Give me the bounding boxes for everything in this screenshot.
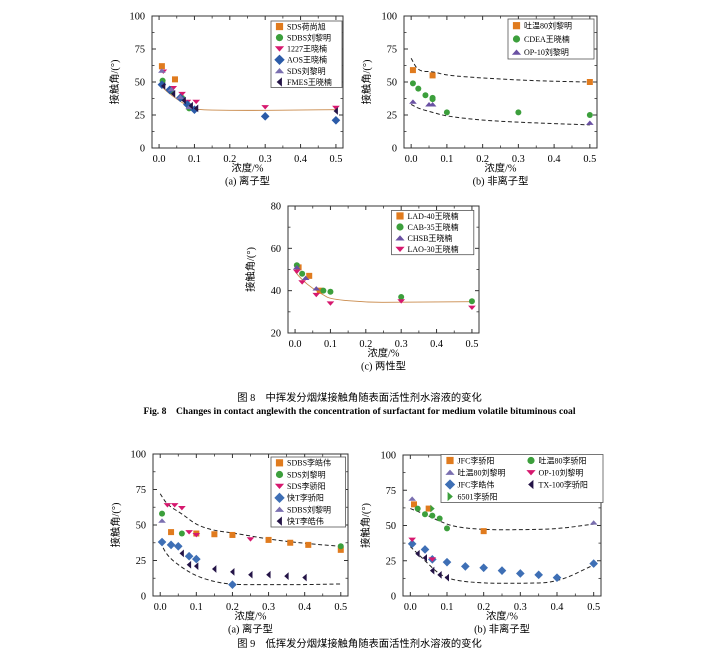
svg-text:25: 25	[387, 111, 397, 122]
svg-text:0.0: 0.0	[154, 602, 167, 613]
svg-text:0.1: 0.1	[440, 154, 453, 165]
svg-text:0.0: 0.0	[289, 339, 302, 350]
svg-text:0: 0	[392, 144, 397, 155]
svg-text:0.5: 0.5	[329, 154, 342, 165]
svg-text:快T李骄阳: 快T李骄阳	[287, 493, 324, 503]
svg-text:图 8 中挥发分烟煤接触角随表面活性剂水溶液的变化: 图 8 中挥发分烟煤接触角随表面活性剂水溶液的变化	[237, 391, 482, 404]
svg-text:25: 25	[135, 111, 145, 122]
svg-text:75: 75	[136, 485, 146, 496]
svg-text:FMES王晓楠: FMES王晓楠	[287, 77, 332, 87]
svg-text:6501李骄阳: 6501李骄阳	[458, 491, 498, 501]
svg-text:SDS荷尚旭: SDS荷尚旭	[287, 21, 326, 31]
svg-text:图 9 低挥发分烟煤接触角随表面活性剂水溶液的变化: 图 9 低挥发分烟煤接触角随表面活性剂水溶液的变化	[237, 637, 482, 650]
svg-text:SDBS李皓伟: SDBS李皓伟	[287, 458, 331, 468]
svg-text:JFC李皓伟: JFC李皓伟	[458, 479, 495, 489]
svg-text:50: 50	[136, 521, 146, 532]
svg-text:LAD-40王晓楠: LAD-40王晓楠	[408, 211, 459, 221]
svg-text:接触角/(°): 接触角/(°)	[359, 503, 372, 548]
svg-text:1227王晓楠: 1227王晓楠	[287, 44, 327, 54]
svg-text:CAB-35王晓楠: CAB-35王晓楠	[408, 222, 459, 232]
svg-text:0.5: 0.5	[587, 602, 600, 613]
svg-text:0.4: 0.4	[551, 602, 564, 613]
svg-text:TX-100李骄阳: TX-100李骄阳	[539, 479, 588, 489]
svg-text:100: 100	[382, 12, 397, 23]
svg-text:0.5: 0.5	[465, 339, 478, 350]
svg-text:0.0: 0.0	[153, 154, 166, 165]
svg-text:0.1: 0.1	[190, 602, 203, 613]
svg-text:75: 75	[135, 45, 145, 56]
svg-text:60: 60	[271, 244, 281, 255]
svg-text:20: 20	[271, 329, 281, 340]
svg-text:0: 0	[391, 592, 396, 603]
svg-text:0.1: 0.1	[324, 339, 337, 350]
svg-text:接触角/(°): 接触角/(°)	[108, 60, 121, 105]
svg-text:0.4: 0.4	[294, 154, 307, 165]
svg-text:0: 0	[140, 144, 145, 155]
svg-text:0.5: 0.5	[583, 154, 596, 165]
svg-text:AOS王晓楠: AOS王晓楠	[287, 55, 327, 65]
svg-text:SDS刘黎明: SDS刘黎明	[287, 66, 326, 76]
svg-text:浓度/%: 浓度/%	[231, 162, 263, 175]
svg-text:吐温80刘黎明: 吐温80刘黎明	[524, 21, 572, 31]
svg-text:接触角/(°): 接触角/(°)	[244, 247, 257, 292]
svg-text:OP-10刘黎明: OP-10刘黎明	[539, 467, 584, 477]
svg-text:0.4: 0.4	[430, 339, 443, 350]
svg-text:0.0: 0.0	[405, 154, 418, 165]
svg-text:25: 25	[136, 556, 146, 567]
svg-text:SDBS刘黎明: SDBS刘黎明	[287, 33, 331, 43]
svg-text:0: 0	[141, 592, 146, 603]
svg-text:快T李皓伟: 快T李皓伟	[287, 516, 324, 526]
svg-text:吐温80李骄阳: 吐温80李骄阳	[539, 455, 587, 465]
svg-text:浓度/%: 浓度/%	[484, 162, 516, 175]
svg-text:吐温80刘黎明: 吐温80刘黎明	[458, 467, 506, 477]
svg-text:100: 100	[131, 450, 146, 461]
svg-text:50: 50	[135, 78, 145, 89]
svg-text:0.1: 0.1	[188, 154, 201, 165]
svg-text:(b) 非离子型: (b) 非离子型	[474, 623, 530, 636]
svg-text:Fig. 8 Changes in contact angl: Fig. 8 Changes in contact anglewith the …	[143, 406, 575, 417]
svg-text:浓度/%: 浓度/%	[234, 610, 266, 623]
svg-text:SDS李骄阳: SDS李骄阳	[287, 481, 326, 491]
svg-text:接触角/(°): 接触角/(°)	[360, 60, 373, 105]
svg-text:CDEA王晓楠: CDEA王晓楠	[524, 34, 570, 44]
svg-text:50: 50	[386, 521, 396, 532]
svg-text:(b) 非离子型: (b) 非离子型	[473, 175, 529, 188]
svg-text:SDBS刘黎明: SDBS刘黎明	[287, 504, 331, 514]
svg-text:浓度/%: 浓度/%	[367, 347, 399, 360]
svg-text:SDS刘黎明: SDS刘黎明	[287, 469, 326, 479]
svg-text:(a) 离子型: (a) 离子型	[228, 623, 273, 636]
svg-text:OP-10刘黎明: OP-10刘黎明	[524, 47, 569, 57]
svg-text:CHSB王晓楠: CHSB王晓楠	[408, 233, 453, 243]
svg-text:0.5: 0.5	[334, 602, 347, 613]
svg-text:0.4: 0.4	[548, 154, 561, 165]
svg-text:25: 25	[386, 556, 396, 567]
svg-text:40: 40	[271, 286, 281, 297]
svg-text:浓度/%: 浓度/%	[486, 610, 518, 623]
svg-text:接触角/(°): 接触角/(°)	[109, 503, 122, 548]
svg-text:0.0: 0.0	[404, 602, 417, 613]
svg-text:100: 100	[381, 451, 396, 462]
svg-text:0.1: 0.1	[441, 602, 454, 613]
svg-text:(c) 两性型: (c) 两性型	[361, 360, 406, 373]
svg-text:75: 75	[387, 45, 397, 56]
svg-text:LAO-30王晓楠: LAO-30王晓楠	[408, 244, 459, 254]
svg-text:80: 80	[271, 202, 281, 213]
svg-text:JFC李骄阳: JFC李骄阳	[458, 455, 495, 465]
svg-text:100: 100	[130, 12, 145, 23]
svg-text:75: 75	[386, 486, 396, 497]
svg-text:0.4: 0.4	[298, 602, 311, 613]
svg-text:50: 50	[387, 78, 397, 89]
svg-text:(a) 离子型: (a) 离子型	[225, 175, 270, 188]
